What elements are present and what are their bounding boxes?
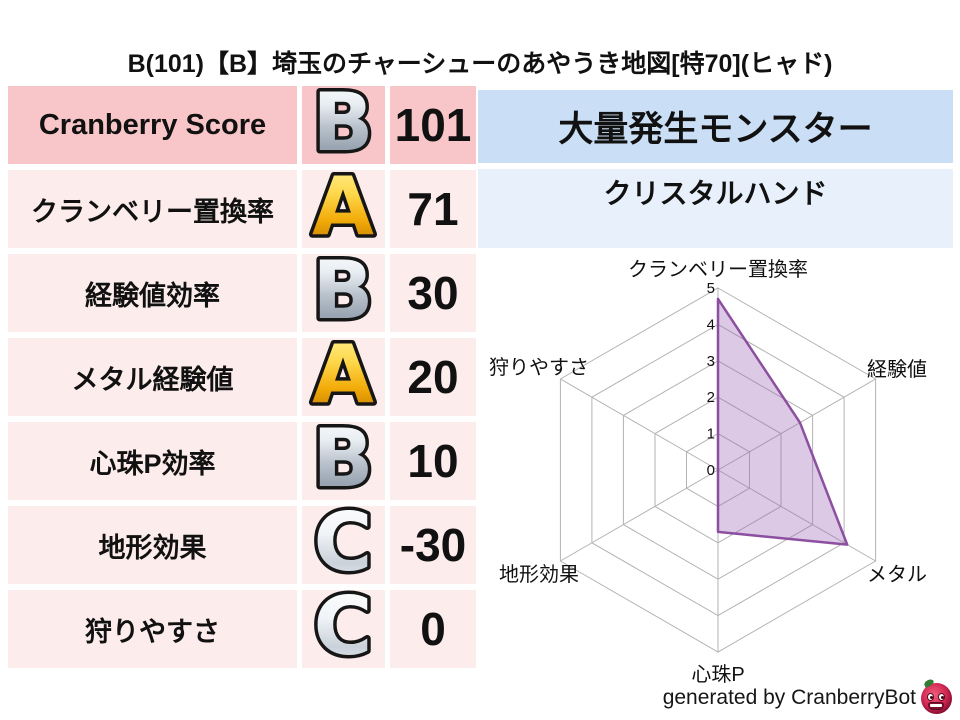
radar-chart: 0 1 2 3 4 5 クランベリー置換率経験値メタル心珠P 地形効果 狩りやすさ: [480, 250, 960, 720]
tick-label: 5: [707, 280, 715, 297]
grade-badge: B: [313, 76, 374, 169]
grade-cell: C: [302, 493, 385, 593]
stat-value: 101: [390, 86, 476, 164]
table-row: メタル経験値 A 20: [0, 325, 480, 425]
credit-text: generated by CranberryBot: [662, 686, 916, 709]
mouth-icon: [928, 701, 944, 710]
axis-spoke: [560, 469, 719, 562]
grade-badge: C: [314, 580, 373, 673]
table-row: 経験値効率 B 30: [0, 241, 480, 341]
grade-cell: A: [302, 157, 385, 257]
axis-spoke: [560, 378, 719, 471]
stat-value: 0: [390, 590, 476, 668]
radar-axis-label: 狩りやすさ: [489, 356, 589, 379]
stat-label: クランベリー置換率: [8, 170, 297, 248]
grade-badge: C: [314, 496, 373, 589]
right-eye-icon: [938, 692, 945, 701]
cranberry-bot-logo: [921, 677, 952, 714]
stat-label: 経験値効率: [8, 254, 297, 332]
grade-badge: B: [313, 412, 374, 505]
radar-data-polygon: [716, 297, 849, 546]
monster-name: クリスタルハンド: [478, 169, 953, 248]
grade-cell: B: [302, 241, 385, 341]
stat-value: -30: [390, 506, 476, 584]
stat-value: 71: [390, 170, 476, 248]
radar-axis-label: 地形効果: [499, 563, 579, 586]
stat-label: 狩りやすさ: [8, 590, 297, 668]
table-row: 地形効果 C -30: [0, 493, 480, 593]
monster-panel-header: 大量発生モンスター: [478, 90, 953, 163]
grade-cell: A: [302, 325, 385, 425]
footer-credit: generated by CranberryBot: [662, 677, 952, 716]
stat-label: 心珠P効率: [8, 422, 297, 500]
stat-value: 30: [390, 254, 476, 332]
stat-label: メタル経験値: [8, 338, 297, 416]
table-row: クランベリー置換率 A 71: [0, 157, 480, 257]
grade-badge: B: [313, 244, 374, 337]
grade-badge: A: [312, 328, 374, 421]
radar-axis-label: 心珠P: [691, 663, 744, 686]
tick-label: 0: [707, 462, 715, 479]
radar-axis-label: 経験値: [867, 358, 927, 381]
tick-label: 3: [707, 353, 715, 370]
table-row: 狩りやすさ C 0: [0, 577, 480, 677]
table-row: 心珠P効率 B 10: [0, 409, 480, 509]
axis-spoke: [717, 378, 876, 471]
stat-label: 地形効果: [8, 506, 297, 584]
left-eye-icon: [927, 692, 934, 701]
grade-cell: B: [302, 73, 385, 173]
page-title: B(101)【B】埼玉のチャーシューのあやうき地図[特70](ヒャド): [127, 50, 833, 78]
grade-cell: C: [302, 577, 385, 677]
grade-cell: B: [302, 409, 385, 509]
radar-axis-label: メタル: [867, 563, 927, 586]
axis-spoke: [717, 469, 876, 562]
tick-label: 2: [707, 389, 715, 406]
tick-label: 1: [707, 426, 715, 443]
stat-value: 20: [390, 338, 476, 416]
radar-axis-label: クランベリー置換率: [628, 258, 808, 281]
table-row: Cranberry Score B 101: [0, 73, 480, 173]
tick-label: 4: [707, 316, 715, 333]
leaf-icon: [923, 677, 935, 688]
grade-badge: A: [312, 160, 374, 253]
stat-label: Cranberry Score: [8, 86, 297, 164]
stat-value: 10: [390, 422, 476, 500]
